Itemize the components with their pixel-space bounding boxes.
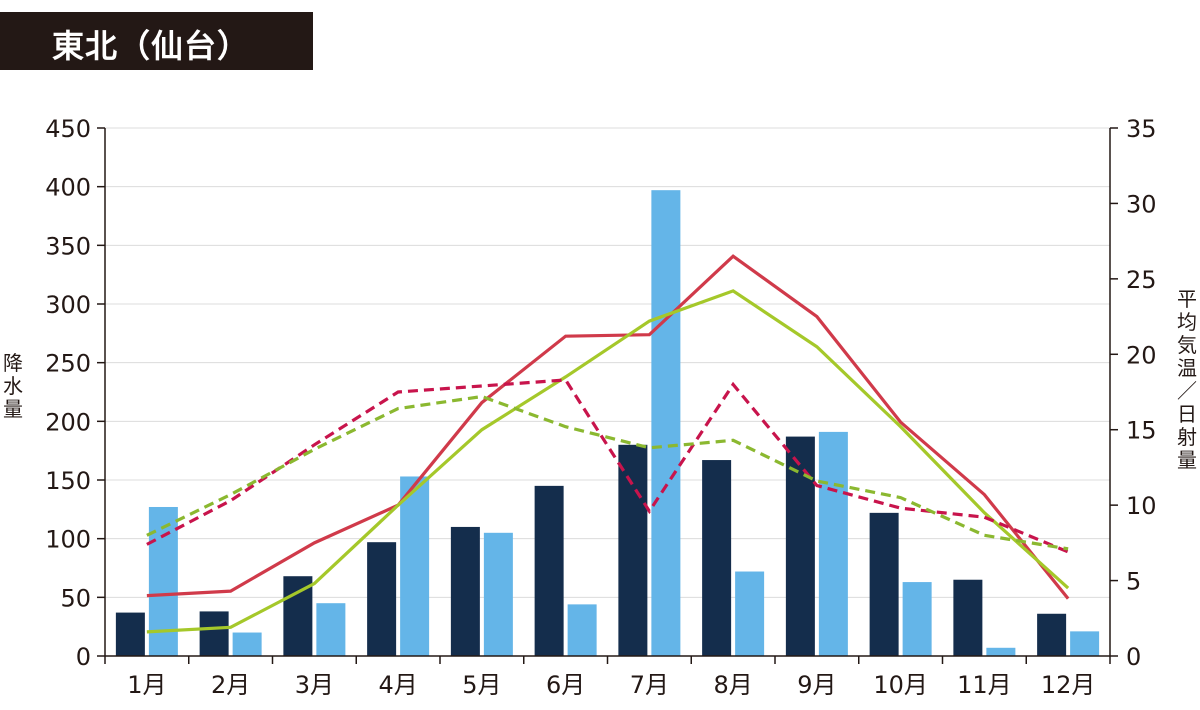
y-right-tick-label: 10 bbox=[1126, 492, 1157, 520]
bar-series-1 bbox=[450, 526, 480, 656]
line-series-2 bbox=[146, 289, 1070, 634]
y-left-tick-label: 100 bbox=[45, 526, 91, 554]
bar-series-2 bbox=[316, 603, 346, 656]
bar-series-1 bbox=[1037, 613, 1067, 656]
bar-series-1 bbox=[702, 460, 732, 656]
x-tick-label: 2月 bbox=[211, 671, 250, 699]
bar-series-1 bbox=[869, 512, 899, 656]
y-right-tick-label: 15 bbox=[1126, 417, 1157, 445]
x-tick-label: 12月 bbox=[1041, 671, 1096, 699]
y-left-tick-label: 400 bbox=[45, 174, 91, 202]
bar-series-2 bbox=[1070, 631, 1100, 656]
bar-series-1 bbox=[115, 612, 145, 656]
bar-series-2 bbox=[148, 506, 178, 656]
y-right-tick-label: 25 bbox=[1126, 266, 1157, 294]
bar-series-2 bbox=[232, 632, 262, 656]
bar-series-2 bbox=[818, 431, 848, 656]
bar-series-1 bbox=[618, 444, 648, 656]
x-tick-label: 10月 bbox=[873, 671, 928, 699]
y-right-tick-label: 0 bbox=[1126, 643, 1141, 671]
x-tick-label: 6月 bbox=[546, 671, 585, 699]
y-right-tick-label: 30 bbox=[1126, 190, 1157, 218]
x-tick-label: 4月 bbox=[378, 671, 417, 699]
bar-series-2 bbox=[483, 532, 513, 656]
bar-series-2 bbox=[986, 647, 1016, 656]
bar-series-2 bbox=[651, 190, 681, 657]
y-left-tick-label: 350 bbox=[45, 232, 91, 260]
bar-series-2 bbox=[400, 476, 430, 656]
x-tick-label: 1月 bbox=[127, 671, 166, 699]
bar-series-1 bbox=[367, 542, 397, 656]
y-axis-right-label: 平均気温／日射量 bbox=[1177, 287, 1197, 472]
line-series-4 bbox=[146, 394, 1069, 551]
bar-series-1 bbox=[199, 611, 229, 656]
y-left-tick-label: 200 bbox=[45, 408, 91, 436]
x-tick-label: 8月 bbox=[713, 671, 752, 699]
y-left-tick-label: 150 bbox=[45, 467, 91, 495]
bar-series-1 bbox=[953, 579, 983, 656]
line-series-1 bbox=[146, 254, 1070, 600]
bar-series-1 bbox=[785, 436, 815, 656]
x-tick-label: 5月 bbox=[462, 671, 501, 699]
y-right-tick-label: 20 bbox=[1126, 341, 1157, 369]
x-tick-label: 9月 bbox=[797, 671, 836, 699]
chart-title-box: 東北（仙台） bbox=[0, 12, 313, 70]
y-left-tick-label: 0 bbox=[76, 643, 91, 671]
line-series-3 bbox=[146, 378, 1069, 554]
x-tick-label: 11月 bbox=[957, 671, 1012, 699]
y-right-tick-label: 5 bbox=[1126, 568, 1141, 596]
x-tick-label: 3月 bbox=[295, 671, 334, 699]
bar-series-1 bbox=[283, 576, 313, 656]
x-tick-label: 7月 bbox=[630, 671, 669, 699]
chart-title: 東北（仙台） bbox=[52, 27, 251, 65]
bar-series-2 bbox=[902, 582, 932, 656]
y-left-tick-label: 450 bbox=[45, 115, 91, 143]
y-right-tick-label: 35 bbox=[1126, 115, 1157, 143]
y-left-tick-label: 50 bbox=[60, 584, 91, 612]
y-left-tick-label: 300 bbox=[45, 291, 91, 319]
bar-series-2 bbox=[735, 571, 765, 656]
bar-series-2 bbox=[567, 604, 597, 656]
bar-series-1 bbox=[534, 485, 564, 656]
y-axis-left-label: 降水量 bbox=[3, 351, 23, 421]
y-left-tick-label: 250 bbox=[45, 350, 91, 378]
